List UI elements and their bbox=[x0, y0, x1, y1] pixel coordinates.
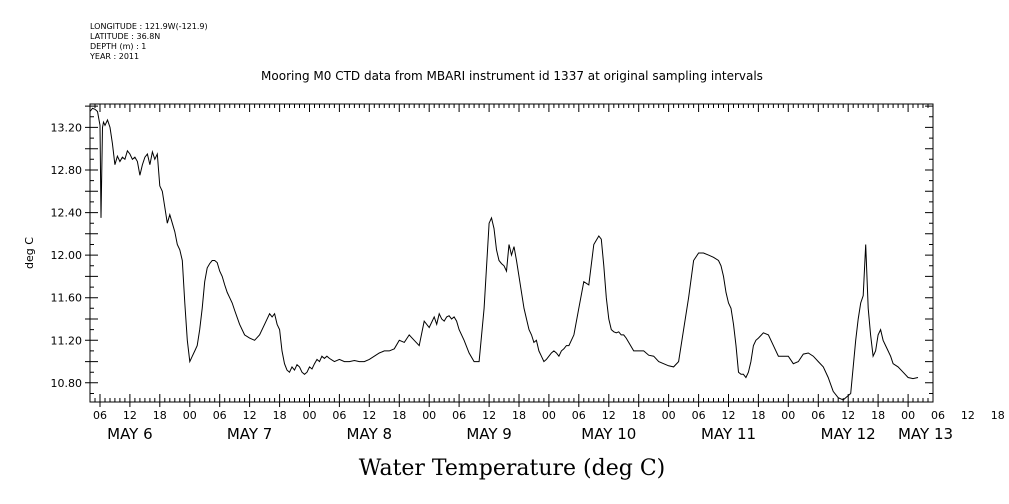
x-tick-label: 06 bbox=[452, 409, 466, 422]
y-tick-label: 11.20 bbox=[51, 334, 83, 347]
x-tick-label: 12 bbox=[243, 409, 257, 422]
day-label: MAY 9 bbox=[466, 425, 512, 443]
x-tick-label: 12 bbox=[961, 409, 975, 422]
x-tick-label: 12 bbox=[482, 409, 496, 422]
day-label: MAY 8 bbox=[347, 425, 393, 443]
x-tick-label: 18 bbox=[392, 409, 406, 422]
x-axis-title: Water Temperature (deg C) bbox=[359, 456, 666, 481]
x-tick-label: 00 bbox=[303, 409, 317, 422]
x-tick-label: 00 bbox=[183, 409, 197, 422]
y-tick-label: 13.20 bbox=[51, 121, 83, 134]
x-tick-label: 00 bbox=[781, 409, 795, 422]
axis-ticks bbox=[85, 104, 934, 407]
x-tick-label: 12 bbox=[722, 409, 736, 422]
station-metadata: LONGITUDE : 121.9W(-121.9) LATITUDE : 36… bbox=[90, 22, 208, 62]
plot-frame bbox=[89, 103, 934, 403]
x-tick-label: 18 bbox=[632, 409, 646, 422]
y-tick-label: 12.40 bbox=[51, 207, 83, 220]
day-label: MAY 7 bbox=[227, 425, 273, 443]
x-tick-label: 12 bbox=[362, 409, 376, 422]
longitude-label: LONGITUDE : 121.9W(-121.9) bbox=[90, 22, 208, 31]
x-tick-label: 18 bbox=[871, 409, 885, 422]
temperature-line bbox=[89, 107, 919, 401]
day-label: MAY 13 bbox=[898, 425, 953, 443]
latitude-label: LATITUDE : 36.8N bbox=[90, 32, 161, 41]
day-label: MAY 6 bbox=[107, 425, 153, 443]
day-labels: MAY 6 MAY 7 MAY 8 MAY 9 MAY 10 MAY 11 MAY 12 MA… bbox=[107, 425, 953, 443]
x-tick-label: 18 bbox=[991, 409, 1005, 422]
y-tick-label: 12.00 bbox=[51, 249, 83, 262]
x-tick-label: 06 bbox=[332, 409, 346, 422]
y-tick-label: 10.80 bbox=[51, 377, 83, 390]
x-tick-label: 12 bbox=[602, 409, 616, 422]
y-tick-labels: 13.20 12.80 12.40 12.00 11.60 11.20 10.80 bbox=[51, 121, 83, 389]
x-tick-label: 06 bbox=[572, 409, 586, 422]
x-tick-label: 18 bbox=[751, 409, 765, 422]
x-tick-label: 00 bbox=[542, 409, 556, 422]
x-tick-label: 06 bbox=[931, 409, 945, 422]
x-tick-label: 00 bbox=[662, 409, 676, 422]
x-tick-label: 18 bbox=[512, 409, 526, 422]
x-tick-label: 06 bbox=[93, 409, 107, 422]
x-tick-label: 06 bbox=[213, 409, 227, 422]
x-tick-label: 00 bbox=[422, 409, 436, 422]
chart-title: Mooring M0 CTD data from MBARI instrumen… bbox=[261, 69, 763, 83]
day-label: MAY 12 bbox=[821, 425, 876, 443]
tick-marks bbox=[85, 104, 934, 407]
x-tick-label: 12 bbox=[123, 409, 137, 422]
depth-label: DEPTH (m) : 1 bbox=[90, 42, 147, 51]
year-label: YEAR : 2011 bbox=[90, 52, 140, 61]
y-tick-label: 11.60 bbox=[51, 292, 83, 305]
x-tick-label: 06 bbox=[811, 409, 825, 422]
x-tick-label: 18 bbox=[153, 409, 167, 422]
day-label: MAY 10 bbox=[581, 425, 636, 443]
day-label: MAY 11 bbox=[701, 425, 756, 443]
x-tick-label: 06 bbox=[692, 409, 706, 422]
x-tick-label: 18 bbox=[273, 409, 287, 422]
x-tick-label: 12 bbox=[841, 409, 855, 422]
y-tick-label: 12.80 bbox=[51, 164, 83, 177]
x-tick-labels: 06 12 18 00 06 12 18 00 06 12 18 00 06 12 18 00 06 12 18 00… bbox=[93, 409, 1005, 422]
x-tick-label: 00 bbox=[901, 409, 915, 422]
y-axis-label: deg C bbox=[23, 237, 36, 269]
